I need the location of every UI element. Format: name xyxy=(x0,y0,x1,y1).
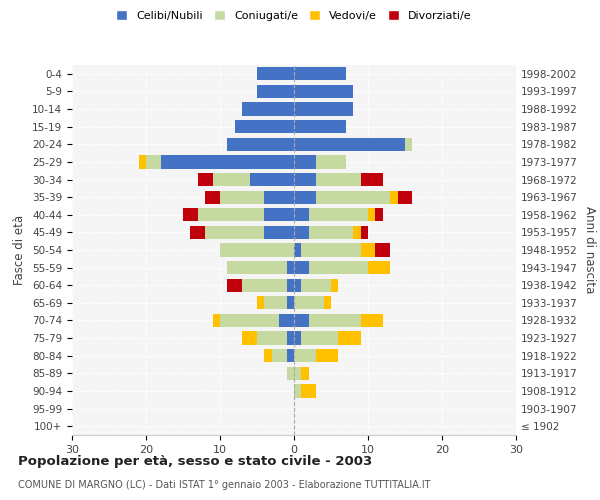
Bar xyxy=(294,261,309,274)
Bar xyxy=(272,349,287,362)
Bar xyxy=(294,226,309,239)
Bar xyxy=(212,314,220,327)
Bar xyxy=(242,102,294,116)
Bar xyxy=(161,156,294,168)
Bar xyxy=(361,173,383,186)
Bar xyxy=(294,138,405,151)
Bar xyxy=(309,208,368,222)
Bar xyxy=(205,226,265,239)
Bar xyxy=(220,244,294,256)
Bar xyxy=(294,120,346,134)
Bar xyxy=(235,120,294,134)
Bar xyxy=(294,208,309,222)
Bar xyxy=(220,190,265,204)
Bar xyxy=(301,278,331,292)
Y-axis label: Anni di nascita: Anni di nascita xyxy=(583,206,596,294)
Bar xyxy=(294,384,301,398)
Bar xyxy=(294,67,346,80)
Bar xyxy=(287,278,294,292)
Bar xyxy=(316,349,338,362)
Bar xyxy=(301,384,316,398)
Bar xyxy=(294,296,323,310)
Bar xyxy=(257,296,265,310)
Bar xyxy=(242,278,287,292)
Bar xyxy=(212,173,250,186)
Bar xyxy=(227,138,294,151)
Bar xyxy=(265,296,287,310)
Bar xyxy=(265,226,294,239)
Bar xyxy=(353,226,361,239)
Bar xyxy=(316,190,390,204)
Bar xyxy=(361,244,376,256)
Bar xyxy=(279,314,294,327)
Bar xyxy=(294,366,301,380)
Bar xyxy=(287,349,294,362)
Bar xyxy=(220,314,279,327)
Bar xyxy=(265,349,272,362)
Bar xyxy=(323,296,331,310)
Bar xyxy=(250,173,294,186)
Y-axis label: Fasce di età: Fasce di età xyxy=(13,215,26,285)
Bar xyxy=(139,156,146,168)
Bar xyxy=(257,67,294,80)
Bar xyxy=(294,156,316,168)
Bar xyxy=(316,156,346,168)
Bar xyxy=(287,296,294,310)
Bar xyxy=(146,156,161,168)
Bar xyxy=(301,244,361,256)
Bar xyxy=(316,173,361,186)
Bar xyxy=(198,208,265,222)
Bar xyxy=(361,226,368,239)
Bar xyxy=(294,349,316,362)
Text: COMUNE DI MARGNO (LC) - Dati ISTAT 1° gennaio 2003 - Elaborazione TUTTITALIA.IT: COMUNE DI MARGNO (LC) - Dati ISTAT 1° ge… xyxy=(18,480,431,490)
Bar xyxy=(294,278,301,292)
Bar xyxy=(294,85,353,98)
Bar xyxy=(331,278,338,292)
Bar xyxy=(376,244,390,256)
Bar xyxy=(257,332,287,344)
Bar xyxy=(368,261,390,274)
Bar xyxy=(227,278,242,292)
Bar xyxy=(398,190,412,204)
Bar xyxy=(309,226,353,239)
Bar xyxy=(265,190,294,204)
Legend: Celibi/Nubili, Coniugati/e, Vedovi/e, Divorziati/e: Celibi/Nubili, Coniugati/e, Vedovi/e, Di… xyxy=(112,6,476,25)
Bar xyxy=(190,226,205,239)
Bar xyxy=(294,190,316,204)
Bar xyxy=(287,332,294,344)
Bar xyxy=(205,190,220,204)
Text: Popolazione per età, sesso e stato civile - 2003: Popolazione per età, sesso e stato civil… xyxy=(18,455,372,468)
Bar xyxy=(242,332,257,344)
Bar xyxy=(265,208,294,222)
Bar xyxy=(183,208,198,222)
Bar xyxy=(257,85,294,98)
Bar xyxy=(376,208,383,222)
Bar xyxy=(294,332,301,344)
Bar xyxy=(368,208,376,222)
Bar xyxy=(361,314,383,327)
Bar xyxy=(390,190,398,204)
Bar xyxy=(198,173,212,186)
Bar xyxy=(309,314,361,327)
Bar xyxy=(294,173,316,186)
Bar xyxy=(227,261,287,274)
Bar xyxy=(294,314,309,327)
Bar xyxy=(301,332,338,344)
Bar xyxy=(338,332,361,344)
Bar xyxy=(294,102,353,116)
Bar xyxy=(287,261,294,274)
Bar xyxy=(301,366,309,380)
Bar xyxy=(405,138,412,151)
Bar xyxy=(294,244,301,256)
Bar xyxy=(287,366,294,380)
Bar xyxy=(309,261,368,274)
